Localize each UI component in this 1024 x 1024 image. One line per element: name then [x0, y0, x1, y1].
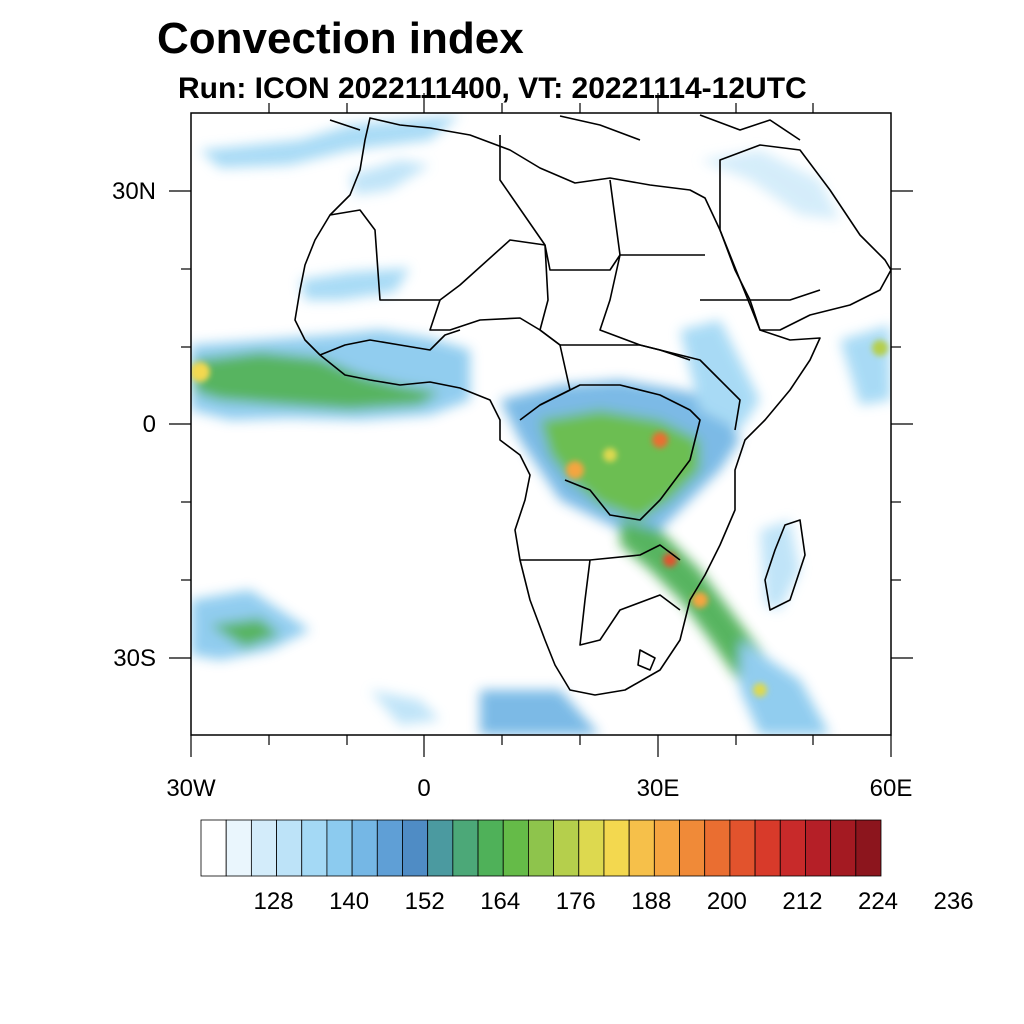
- lon-label-60e: 60E: [869, 775, 913, 802]
- colorbar-swatch: [578, 819, 605, 877]
- colorbar-swatch: [729, 819, 756, 877]
- colorbar-swatch: [276, 819, 303, 877]
- colorbar-swatch: [200, 819, 227, 877]
- colorbar-swatch: [452, 819, 479, 877]
- colorbar-swatch: [830, 819, 857, 877]
- field-west-atlantic-band: [300, 268, 410, 300]
- lat-label-30n: 30N: [111, 178, 156, 205]
- colorbar-swatch: [502, 819, 529, 877]
- chart-subtitle: Run: ICON 2022111400, VT: 20221114-12UTC: [178, 72, 807, 105]
- colorbar-swatch: [225, 819, 252, 877]
- europe-coast: [329, 114, 801, 141]
- hotspot-congo-2: [603, 448, 617, 462]
- field-morocco: [350, 160, 430, 195]
- colorbar-label: 188: [631, 888, 672, 915]
- hotspot-mozambique: [692, 592, 708, 608]
- hotspot-gulf-guinea: [191, 362, 210, 382]
- hotspot-malawi: [663, 553, 677, 567]
- convection-field: [191, 115, 891, 735]
- colorbar-swatch: [704, 819, 731, 877]
- border-3: [599, 179, 691, 361]
- lon-label-30e: 30E: [636, 775, 680, 802]
- chart-title: Convection index: [157, 14, 524, 63]
- border-7: [560, 289, 821, 431]
- lat-label-30s: 30S: [113, 645, 156, 672]
- hotspot-arabian-sea: [872, 340, 888, 356]
- hotspot-congo-3: [652, 432, 668, 448]
- colorbar-label: 140: [329, 888, 370, 915]
- colorbar-swatch: [679, 819, 706, 877]
- colorbar-label: 212: [782, 888, 823, 915]
- colorbar-swatch: [351, 819, 378, 877]
- colorbar-label: 128: [253, 888, 294, 915]
- africa-coastline: [294, 117, 821, 696]
- colorbar-swatch: [528, 819, 555, 877]
- field-itcz-core: [195, 352, 440, 410]
- colorbar-swatch: [326, 819, 353, 877]
- colorbar-label: 164: [480, 888, 521, 915]
- field-sw-streak: [370, 690, 440, 725]
- hotspot-congo-1: [566, 461, 584, 479]
- field-south-atlantic-core: [210, 618, 280, 648]
- colorbar-swatch: [301, 819, 328, 877]
- colorbar-swatch: [855, 819, 882, 877]
- arabia-coastline: [719, 144, 891, 331]
- lon-label-30w: 30W: [166, 775, 216, 802]
- field-arabian-sea: [840, 325, 891, 405]
- field-se-band-outer: [740, 640, 830, 735]
- colorbar-label: 200: [706, 888, 747, 915]
- border-8: [319, 329, 461, 356]
- colorbar-swatch: [779, 819, 806, 877]
- field-madagascar: [760, 520, 800, 610]
- colorbar-swatch: [754, 819, 781, 877]
- field-south-ocean: [480, 690, 600, 735]
- hotspot-se-band: [753, 683, 767, 697]
- colorbar-swatch: [603, 819, 630, 877]
- border-1: [329, 209, 705, 301]
- lon-label-0: 0: [417, 775, 431, 802]
- colorbar-label: 236: [933, 888, 974, 915]
- colorbar-swatch: [628, 819, 655, 877]
- colorbar-swatch: [805, 819, 832, 877]
- border-5: [539, 384, 701, 521]
- colorbar-swatch: [653, 819, 680, 877]
- colorbar: [200, 819, 882, 877]
- field-north-band: [200, 115, 460, 168]
- colorbar-swatch: [250, 819, 277, 877]
- colorbar-label: 224: [857, 888, 899, 915]
- colorbar-swatch: [477, 819, 504, 877]
- border-9: [637, 649, 656, 671]
- colorbar-swatch: [427, 819, 454, 877]
- colorbar-label: 176: [555, 888, 596, 915]
- colorbar-swatch: [553, 819, 580, 877]
- colorbar-swatch: [402, 819, 429, 877]
- lat-label-0: 0: [142, 411, 156, 438]
- colorbar-swatch: [376, 819, 403, 877]
- axis-ticks: [169, 93, 913, 757]
- coastlines: [294, 114, 891, 696]
- border-6: [520, 544, 681, 646]
- madagascar: [764, 519, 806, 611]
- field-red-sea: [700, 150, 840, 220]
- colorbar-label: 152: [404, 888, 445, 915]
